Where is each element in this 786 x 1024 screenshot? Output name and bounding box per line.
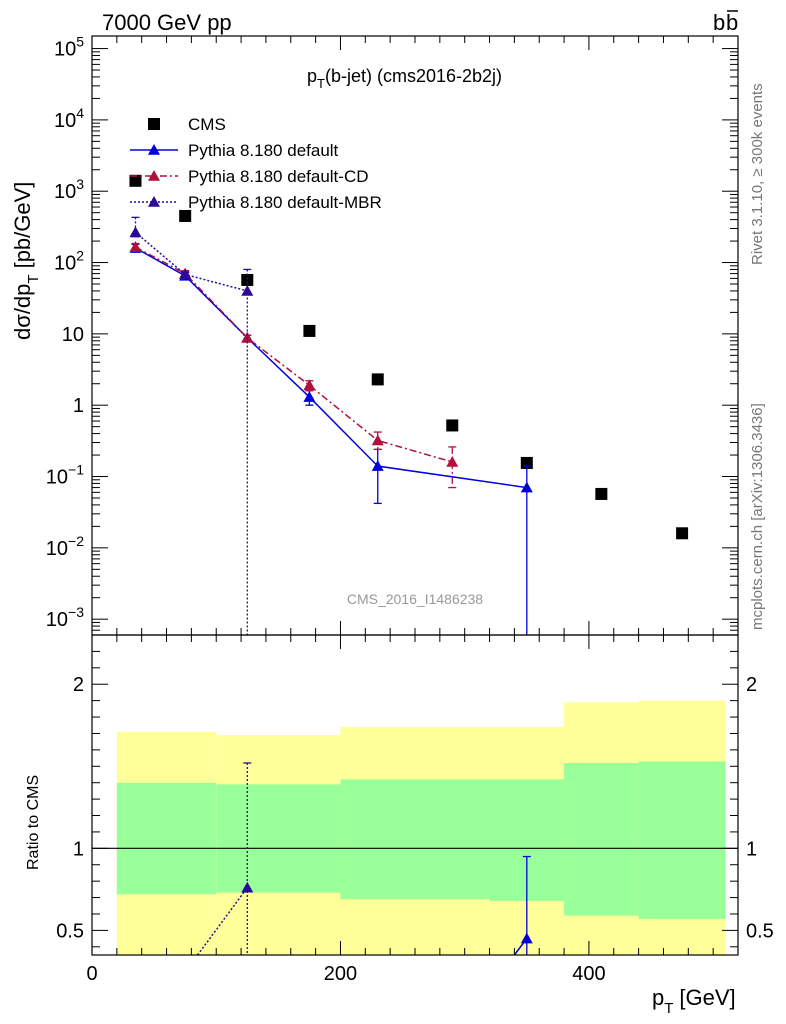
legend-label: CMS (188, 115, 226, 134)
x-axis-label: pT [GeV] (652, 985, 736, 1017)
process-b: b (713, 10, 725, 35)
process-bbar: b (726, 10, 738, 35)
mc-data-point (371, 434, 384, 446)
cms-data-point (179, 209, 192, 222)
energy-label: 7000 GeV pp (102, 10, 232, 35)
legend-label: Pythia 8.180 default-CD (188, 167, 369, 186)
mc-data-point (129, 241, 142, 252)
ratio-y-tick-label-right: 0.5 (746, 920, 774, 942)
mc-data-point (520, 481, 533, 493)
legend-entry: CMS (148, 115, 226, 134)
ratio-y-tick-label-right: 1 (746, 838, 757, 860)
y-axis-label: dσ/dpT[pb/GeV] (10, 182, 42, 340)
chart-title: pT(b-jet) (cms2016-2b2j) (307, 66, 502, 91)
ratio-y-axis-label: Ratio to CMS (25, 775, 42, 870)
y-tick-label: 10−1 (46, 462, 84, 489)
legend: CMS Pythia 8.180 default Pythia 8.180 defa… (130, 115, 382, 212)
mc-data-point (241, 284, 254, 296)
y-tick-label: 105 (54, 34, 84, 61)
legend-marker-triangle (148, 196, 160, 207)
legend-label: Pythia 8.180 default-MBR (188, 193, 382, 212)
y-tick-label: 10 (62, 324, 84, 346)
ratio-data-point (520, 932, 533, 944)
ratio-y-tick-label-left: 2 (73, 674, 84, 696)
legend-marker-triangle (148, 144, 160, 155)
analysis-watermark: CMS_2016_I1486238 (347, 591, 483, 607)
y-tick-label: 104 (54, 105, 84, 132)
x-tick-label: 400 (572, 963, 605, 985)
ratio-uncertainty-bands (116, 700, 726, 955)
cms-data-point (303, 324, 316, 337)
rivet-side-label: Rivet 3.1.10, ≥ 300k events (749, 83, 766, 265)
mc-data-point (303, 379, 316, 391)
x-tick-label: 200 (324, 963, 357, 985)
y-tick-label: 10−2 (46, 533, 84, 560)
mc-series-line (135, 247, 527, 489)
legend-entry: Pythia 8.180 default-MBR (130, 193, 382, 212)
cms-data-point (241, 273, 254, 286)
ratio-y-tick-label-left: 1 (73, 838, 84, 860)
ratio-y-tick-label-right: 2 (746, 674, 757, 696)
cms-data-point (129, 174, 142, 187)
ratio-data-point (241, 881, 254, 893)
axes-layer: 0 200 400 10−3 10−2 10−1 1 10 102 103 104 105 0.5 0.5… (46, 34, 774, 985)
legend-label: Pythia 8.180 default (188, 141, 339, 160)
green-band-bin (564, 763, 639, 916)
data-series-layer (129, 174, 689, 956)
mcplots-side-label: mcplots.cern.ch [arXiv:1306.3436] (749, 403, 766, 630)
mc-data-point (371, 460, 384, 471)
ratio-series-line (196, 887, 248, 956)
y-tick-label: 102 (54, 248, 84, 275)
mc-data-point (446, 455, 459, 467)
y-tick-label: 10−3 (46, 604, 84, 631)
mc-data-point (129, 226, 142, 238)
mc-data-point (179, 268, 192, 280)
y-tick-label: 1 (73, 395, 84, 417)
cms-data-point (446, 419, 459, 432)
mc-series-line (135, 246, 453, 463)
green-band-bin (638, 761, 726, 919)
legend-entry: Pythia 8.180 default (130, 141, 339, 160)
cms-data-point (371, 373, 384, 386)
green-band-bin (340, 779, 490, 900)
mc-data-point (241, 331, 254, 343)
legend-entry: Pythia 8.180 default-CD (130, 167, 369, 186)
ratio-y-tick-label-left: 0.5 (56, 920, 84, 942)
legend-marker-triangle (148, 170, 160, 181)
legend-marker-square (148, 118, 160, 130)
cms-data-point (676, 527, 689, 540)
green-band-bin (116, 782, 217, 895)
mc-data-point (303, 391, 316, 402)
y-tick-label: 103 (54, 176, 84, 203)
process-label: b b (713, 10, 738, 35)
x-tick-label: 0 (86, 963, 97, 985)
cms-data-point (595, 487, 608, 500)
green-band-bin (216, 784, 341, 893)
